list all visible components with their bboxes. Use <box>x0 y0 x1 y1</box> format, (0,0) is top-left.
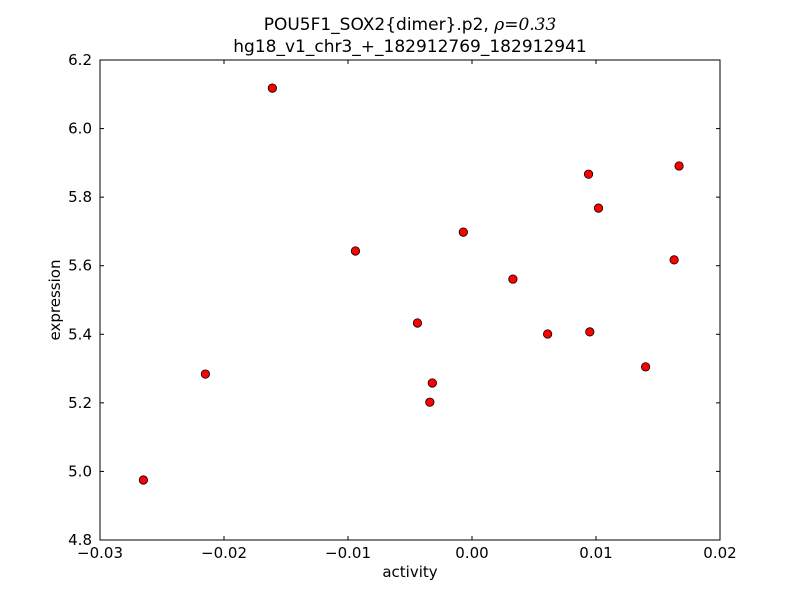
data-point <box>583 169 594 179</box>
data-point <box>543 329 553 339</box>
title-rho: ρ=0.33 <box>493 15 556 35</box>
data-point <box>508 274 518 284</box>
x-tick-label: 0.00 <box>455 544 488 562</box>
y-tick-label: 5.8 <box>68 188 92 206</box>
data-point <box>138 475 148 485</box>
y-tick-label: 5.2 <box>68 394 92 412</box>
data-point <box>267 83 277 93</box>
data-points <box>138 83 684 485</box>
x-tick-label: 0.01 <box>579 544 612 562</box>
y-tick-label: 4.8 <box>68 531 92 549</box>
y-axis: 4.8 5.0 5.2 5.4 5.6 5.8 6.0 6.2 <box>68 51 720 549</box>
y-tick-label: 6.0 <box>68 120 92 138</box>
x-axis: −0.03 −0.02 −0.01 0.00 0.01 0.02 <box>77 60 737 562</box>
data-point <box>458 227 468 237</box>
y-tick-label: 5.0 <box>68 462 92 480</box>
x-tick-label: 0.02 <box>703 544 736 562</box>
plot-area <box>99 59 721 541</box>
data-point <box>425 397 435 407</box>
y-tick-label: 6.2 <box>68 51 92 69</box>
x-tick-label: −0.02 <box>201 544 247 562</box>
data-point <box>674 161 684 171</box>
data-point <box>593 203 604 213</box>
data-point <box>585 327 595 337</box>
chart-title-line1: POU5F1_SOX2{dimer}.p2, ρ=0.33 <box>264 15 557 35</box>
data-point <box>427 378 437 388</box>
data-point <box>669 255 679 265</box>
y-tick-label: 5.4 <box>68 325 92 343</box>
x-axis-label: activity <box>382 563 437 581</box>
y-axis-label: expression <box>46 260 64 341</box>
chart-title-line2: hg18_v1_chr3_+_182912769_182912941 <box>233 37 586 57</box>
data-point <box>200 369 210 379</box>
data-point <box>640 362 651 372</box>
title-text: POU5F1_SOX2{dimer}.p2, <box>264 15 495 35</box>
x-tick-label: −0.01 <box>325 544 371 562</box>
y-tick-label: 5.6 <box>68 257 92 275</box>
x-tick-label: −0.03 <box>77 544 123 562</box>
data-point <box>412 318 423 328</box>
data-point <box>350 246 361 256</box>
